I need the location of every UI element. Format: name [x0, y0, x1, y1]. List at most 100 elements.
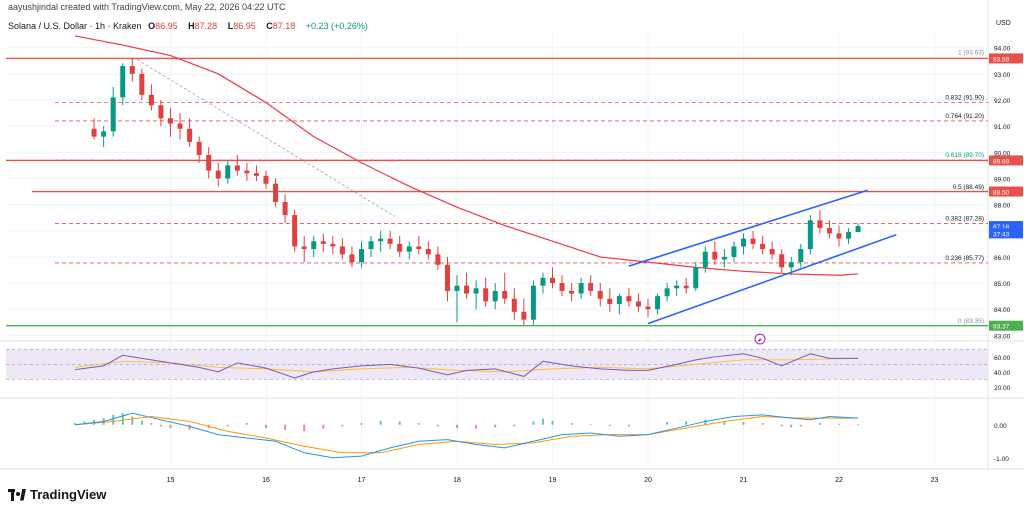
candle-body — [244, 170, 250, 174]
price-tag-timer[interactable] — [989, 228, 1023, 239]
macd-histogram-bar — [265, 424, 267, 429]
macd-histogram-bar — [666, 422, 669, 425]
fib-level-label: 0.382 (87.28) — [945, 215, 984, 222]
candle — [263, 170, 269, 189]
price-axis[interactable]: USD 94.00 93.00 92.00 91.00 90.00 89.00 88.00 87… — [989, 20, 1023, 340]
candle-body — [91, 128, 97, 137]
currency-label: USD — [996, 20, 1011, 27]
candle-body — [483, 288, 489, 302]
candle — [664, 283, 670, 302]
candle-body — [588, 283, 594, 291]
candle-body — [807, 220, 813, 250]
candle-body — [492, 290, 498, 302]
candle-body — [206, 154, 212, 171]
price-tag-last[interactable] — [989, 221, 1023, 232]
candle — [569, 283, 575, 302]
candle — [187, 118, 193, 148]
macd-histogram-bar — [121, 413, 124, 425]
macd-histogram-bar — [818, 423, 821, 425]
price-tag-resistance[interactable] — [989, 53, 1023, 64]
symbol-name[interactable]: Solana / U.S. Dollar · 1h · Kraken — [8, 21, 142, 31]
price-tag-label: 93.59 — [993, 56, 1010, 63]
price-tag-label: 87.18 — [993, 224, 1010, 231]
price-tick-label: 88.00 — [994, 203, 1011, 210]
candle — [807, 215, 813, 255]
candle-body — [540, 277, 546, 286]
candle — [454, 275, 460, 323]
candle — [846, 228, 852, 244]
channel-upper-line[interactable] — [628, 189, 868, 267]
candle — [282, 194, 288, 223]
time-axis[interactable]: 15161718192021222324 — [167, 477, 1024, 484]
candle — [91, 118, 97, 140]
moving-average-line — [74, 35, 859, 276]
candle — [588, 275, 594, 297]
candle-body — [655, 296, 661, 310]
candle — [578, 277, 584, 299]
candle-body — [129, 66, 135, 74]
ohlc-low: L86.95 — [227, 21, 256, 31]
candle — [444, 256, 450, 302]
macd-histogram-bar — [541, 418, 544, 425]
channel-lower-line[interactable] — [647, 233, 897, 325]
candle-body — [139, 73, 145, 95]
candle-body — [511, 298, 517, 312]
price-tick-label: 84.00 — [994, 307, 1011, 314]
dotted-trend-line[interactable] — [136, 59, 396, 217]
candle-body — [607, 298, 613, 304]
candle — [158, 100, 164, 127]
macd-signal-line — [74, 415, 859, 454]
price-tag-support[interactable] — [989, 320, 1023, 331]
candle — [244, 162, 250, 182]
candle — [387, 230, 393, 250]
candle-body — [569, 290, 575, 294]
macd-histogram-bar — [360, 423, 363, 425]
candle — [741, 233, 746, 255]
candle-body — [387, 238, 393, 244]
price-tag-label: 37:43 — [993, 231, 1010, 238]
macd-histogram-bar — [245, 423, 248, 425]
panel-borders — [0, 0, 1024, 470]
rsi-ma-line — [74, 357, 859, 373]
candle — [148, 84, 154, 111]
candle-body — [712, 251, 718, 260]
candle-body — [578, 283, 584, 294]
macd-histogram-bar — [150, 423, 153, 425]
candle — [645, 298, 651, 318]
alert-icon-bolt — [758, 337, 762, 342]
price-tag-resistance[interactable] — [989, 186, 1023, 197]
macd-panel[interactable]: 0.00 -1.00 — [74, 412, 1009, 463]
candle-body — [521, 311, 527, 320]
candle — [855, 223, 861, 233]
price-tag-resistance[interactable] — [989, 155, 1023, 166]
candle-body — [454, 285, 460, 291]
macd-histogram-bar — [284, 424, 287, 430]
candle-body — [645, 306, 651, 310]
trend-lines[interactable] — [136, 59, 897, 325]
macd-histogram-bar — [494, 424, 497, 428]
candle — [464, 272, 470, 299]
macd-histogram-bar — [475, 424, 478, 429]
rsi-panel[interactable]: 60.00 40.00 20.00 — [6, 348, 1011, 392]
candle-body — [177, 123, 183, 129]
macd-histogram-bar — [112, 414, 115, 425]
alert-icon[interactable] — [754, 333, 766, 345]
macd-histogram-bar — [704, 419, 707, 425]
candle — [712, 241, 718, 265]
macd-histogram-bar — [532, 421, 535, 425]
candle-body — [836, 233, 842, 239]
horizontal-levels[interactable] — [6, 57, 988, 327]
time-tick-label: 22 — [835, 477, 843, 484]
candle — [693, 262, 699, 291]
price-tick-label: 91.00 — [994, 124, 1011, 131]
macd-histogram-bar — [322, 424, 325, 429]
candle — [655, 293, 661, 315]
candle-body — [550, 277, 555, 284]
candle-body — [846, 232, 852, 239]
fibonacci-levels[interactable]: 1 (93.63) 0.832 (91.90) 0.764 (91.20) 0.618… — [55, 49, 988, 325]
candle-body — [311, 241, 317, 250]
macd-line — [74, 412, 859, 459]
macd-histogram-bar — [131, 416, 134, 425]
fib-level-label: 0.764 (91.20) — [945, 113, 984, 120]
